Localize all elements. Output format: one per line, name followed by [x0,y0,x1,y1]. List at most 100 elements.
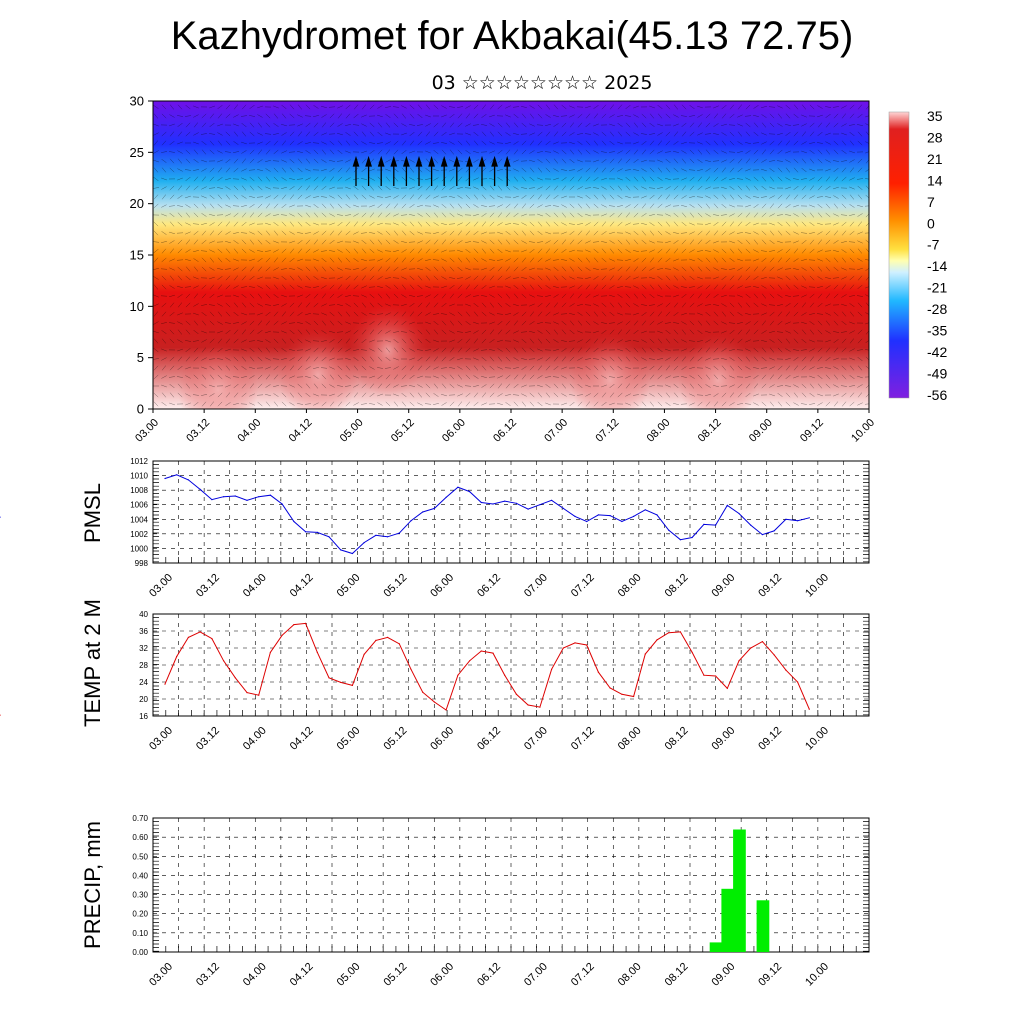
data-point [726,504,728,506]
colorbar-label: -21 [927,280,947,296]
colorbar-label: -7 [927,237,940,253]
data-point [246,499,248,501]
y-tick-label: 0.00 [132,948,148,957]
data-point [269,494,271,496]
data-point [797,520,799,522]
data-point [761,641,764,643]
data-point [515,502,518,504]
data-point [691,651,693,653]
data-point [410,520,412,522]
x-tick-label: 05.00 [335,725,363,753]
y-tick-label: 0.70 [132,814,148,823]
data-point [433,507,435,509]
data-point [668,529,670,531]
data-point [0,714,1,716]
x-tick-label: 03.12 [184,417,212,445]
data-point [351,684,353,687]
data-point [363,542,365,544]
jet-arrow [466,155,473,186]
data-point [738,512,740,515]
data-point [656,514,658,516]
data-point [316,531,318,534]
data-point [562,507,564,509]
y-tick-label: 1008 [130,486,148,495]
x-tick-label: 08.12 [696,417,724,445]
x-tick-label: 03.12 [194,572,222,600]
y-tick-label: 25 [130,145,144,160]
y-tick-label: 0.20 [132,910,148,919]
colorbar-label: 21 [927,151,943,167]
x-tick-label: 05.12 [381,725,409,753]
y-tick-label: 1012 [130,457,148,466]
colorbar-label: 7 [927,194,935,210]
y-tick-label: 1002 [130,530,148,539]
data-point [597,514,600,516]
y-tick-label: 998 [135,559,149,568]
data-point [340,681,342,684]
y-tick-label: 20 [130,196,144,211]
data-point [398,532,400,534]
y-tick-label: 0.10 [132,929,148,938]
data-point [445,496,447,498]
warm-spot [678,334,758,409]
jet-arrow [478,155,486,186]
y-tick-label: 0.30 [132,891,148,900]
x-tick-label: 03.12 [194,725,222,753]
x-tick-label: 03.00 [133,417,161,445]
grid-lines [152,613,870,717]
jet-arrow [428,155,435,186]
x-tick-label: 04.12 [288,725,316,753]
data-point [633,515,635,518]
colorbar-label: -35 [927,323,947,339]
data-point [410,668,412,670]
y-tick-label: 16 [139,712,148,721]
y-tick-label: 0.60 [132,833,148,842]
data-point [586,520,588,523]
x-tick-label: 06.12 [475,572,503,600]
x-tick-label: 05.12 [389,417,417,445]
heatmap-field [153,101,869,409]
x-tick-label: 07.00 [522,572,550,600]
y-axis-label: TEMP at 2 M [80,599,105,727]
data-point [761,534,764,536]
data-point [351,552,353,555]
x-tick-label: 09.12 [798,417,826,445]
x-tick-label: 04.00 [235,417,263,445]
y-tick-label: 30 [130,94,144,109]
colorbar-label: 14 [927,172,943,188]
x-tick-label: 05.00 [335,572,363,600]
data-point [586,644,588,646]
x-tick-label: 03.00 [147,725,175,753]
data-point [422,691,424,693]
x-tick-label: 04.00 [241,572,269,600]
x-tick-label: 09.12 [756,572,784,600]
warm-spot [570,334,650,409]
x-tick-label: 08.12 [663,725,691,753]
data-point [457,674,459,676]
x-tick-label: 09.12 [756,725,784,753]
y-tick-label: 0.50 [132,852,148,861]
chart-date: 03 ☆☆☆☆☆☆☆☆ 2025 [431,72,653,94]
data-point [293,624,295,626]
data-point [644,653,646,655]
data-point [785,518,787,520]
data-point [551,668,553,670]
x-tick-label: 07.00 [522,725,550,753]
x-tick-label: 10.00 [803,572,831,600]
data-point [176,474,178,476]
y-tick-label: 1000 [130,544,148,553]
x-tick-label: 03.00 [147,572,175,600]
x-tick-label: 07.12 [593,417,621,445]
precip-bar [756,900,770,952]
x-tick-label: 09.00 [709,572,737,600]
data-point [234,495,236,497]
data-point [387,636,389,639]
data-point [328,536,330,538]
data-point [246,692,248,694]
minor-ticks [152,613,870,716]
data-point [223,496,225,498]
data-point [457,486,459,488]
x-tick-label: 05.00 [335,961,363,989]
data-point [258,496,260,498]
